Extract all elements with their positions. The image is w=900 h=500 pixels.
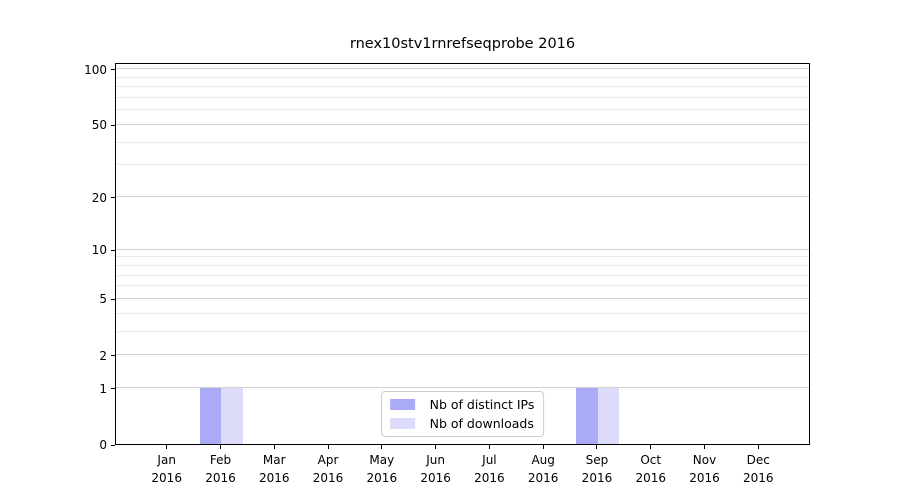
gridline-major: [116, 387, 809, 389]
x-axis-tick-label: Feb 2016: [205, 452, 236, 487]
gridline-minor: [116, 274, 809, 276]
year-label: 2016: [474, 470, 505, 485]
x-axis-tick-label: Nov 2016: [689, 452, 720, 487]
year-label: 2016: [312, 470, 344, 485]
x-axis-tick: [381, 445, 383, 449]
x-axis-tick: [219, 445, 221, 449]
y-axis-tick: [111, 69, 115, 71]
gridline-minor: [116, 256, 809, 258]
x-axis-tick-label: Apr 2016: [313, 452, 344, 487]
legend-label: Nb of distinct IPs: [429, 397, 535, 412]
month-label: Mar: [262, 453, 286, 467]
month-label: Apr: [317, 453, 339, 467]
y-axis-tick: [111, 124, 115, 126]
plot-area: Nb of distinct IPs Nb of downloads: [115, 63, 810, 445]
x-axis-tick-label: Oct 2016: [635, 452, 666, 487]
y-axis-tick-label: 1: [99, 381, 107, 396]
x-axis-tick: [166, 445, 168, 449]
month-label: May: [369, 453, 395, 467]
month-label: Oct: [640, 453, 662, 467]
gridline-minor: [116, 141, 809, 143]
bar-downloads: [597, 387, 620, 444]
y-axis-tick: [111, 249, 115, 251]
y-axis-tick: [111, 197, 115, 199]
x-axis-tick-label: Sep 2016: [582, 452, 613, 487]
x-axis-tick: [757, 445, 759, 449]
bar-downloads: [221, 387, 243, 444]
gridline-major: [116, 123, 809, 125]
year-label: 2016: [258, 470, 290, 485]
x-axis-tick-label: Jan 2016: [151, 452, 182, 487]
x-axis-tick: [650, 445, 652, 449]
gridline-minor: [116, 285, 809, 287]
x-axis-tick: [273, 445, 275, 449]
x-axis-tick-label: Jun 2016: [420, 452, 451, 487]
x-axis-tick-label: Aug 2016: [528, 452, 559, 487]
x-axis-tick: [542, 445, 544, 449]
bar-distinct-ips: [576, 387, 598, 444]
year-label: 2016: [151, 470, 182, 485]
x-axis-tick-label: Jul 2016: [474, 452, 505, 487]
month-label: Jan: [157, 453, 176, 467]
legend-swatch: [389, 399, 415, 410]
gridline-minor: [116, 86, 809, 88]
x-axis-tick: [488, 445, 490, 449]
year-label: 2016: [635, 470, 667, 485]
legend-swatch: [389, 418, 415, 429]
x-axis-tick-label: Dec 2016: [743, 452, 774, 487]
year-label: 2016: [205, 470, 236, 485]
legend-item: Nb of distinct IPs: [389, 397, 535, 412]
x-axis-tick: [596, 445, 598, 449]
gridline-major: [116, 196, 809, 198]
year-label: 2016: [581, 470, 613, 485]
chart-title: rnex10stv1rnrefseqprobe 2016: [349, 36, 576, 52]
gridline-minor: [116, 164, 809, 166]
year-label: 2016: [527, 470, 559, 485]
month-label: Sep: [585, 453, 609, 467]
year-label: 2016: [420, 470, 451, 485]
year-label: 2016: [743, 470, 774, 485]
y-axis-tick-label: 10: [91, 243, 107, 258]
gridline-major: [116, 68, 809, 70]
gridline-major: [116, 354, 809, 356]
x-axis-tick-label: May 2016: [367, 452, 398, 487]
y-axis-tick: [111, 388, 115, 390]
y-axis-tick: [111, 444, 115, 446]
gridline-minor: [116, 312, 809, 314]
gridline-major: [116, 248, 809, 250]
gridline-major: [116, 297, 809, 299]
year-label: 2016: [366, 470, 398, 485]
y-axis-tick-label: 2: [99, 348, 107, 363]
y-axis-tick-label: 0: [99, 438, 107, 452]
y-axis-tick-label: 50: [91, 118, 107, 133]
y-axis-tick-label: 20: [91, 190, 107, 205]
gridline-minor: [116, 97, 809, 99]
y-axis-tick: [111, 355, 115, 357]
y-axis-tick-label: 100: [84, 62, 107, 77]
bar-distinct-ips: [199, 387, 222, 444]
y-axis-tick-label: 5: [99, 292, 107, 307]
x-axis-tick: [327, 445, 329, 449]
legend: Nb of distinct IPs Nb of downloads: [380, 391, 545, 437]
x-axis-tick: [704, 445, 706, 449]
month-label: Aug: [531, 453, 555, 467]
gridline-minor: [116, 264, 809, 266]
month-label: Feb: [209, 453, 232, 467]
month-label: Nov: [692, 453, 717, 467]
gridline-minor: [116, 109, 809, 111]
x-axis-tick: [435, 445, 437, 449]
y-axis-tick: [111, 298, 115, 300]
month-label: Jul: [482, 453, 497, 467]
year-label: 2016: [689, 470, 720, 485]
month-label: Jun: [426, 453, 445, 467]
month-label: Dec: [746, 453, 770, 467]
x-axis-tick-label: Mar 2016: [259, 452, 290, 487]
gridline-minor: [116, 330, 809, 332]
gridline-minor: [116, 76, 809, 78]
legend-item: Nb of downloads: [389, 416, 535, 431]
legend-label: Nb of downloads: [429, 416, 534, 431]
